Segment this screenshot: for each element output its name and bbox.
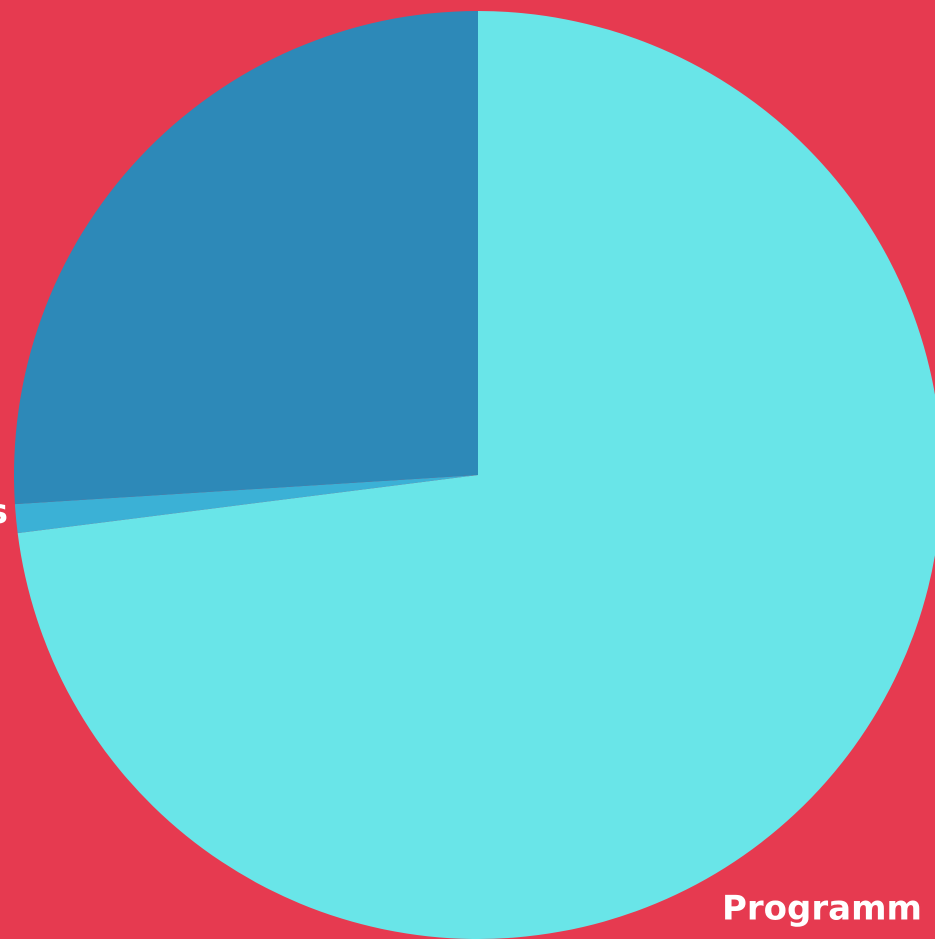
pie-slice (13, 11, 478, 505)
slice-label: Programm (722, 889, 922, 929)
pie-slice (17, 11, 935, 939)
pie-slice (14, 475, 479, 534)
slice-label: s (0, 492, 8, 532)
